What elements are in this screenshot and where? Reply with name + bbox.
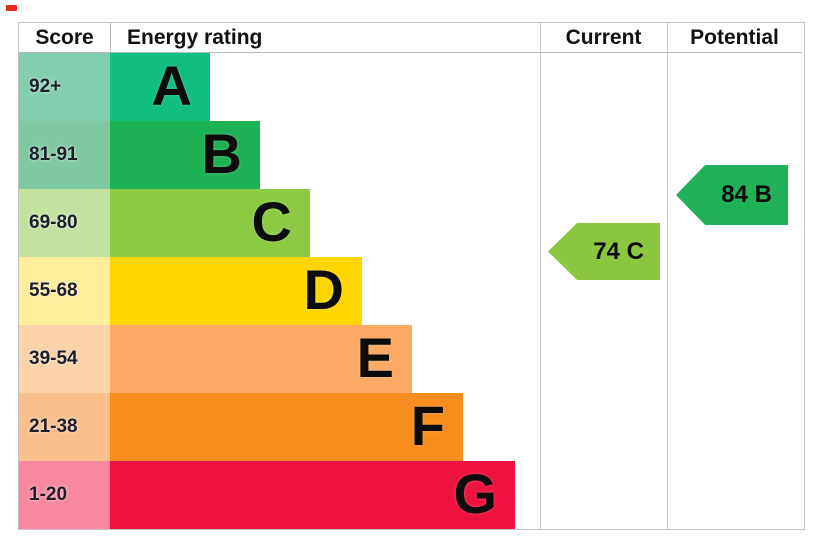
band-row-c: 69-80 C	[19, 189, 802, 257]
band-row-b: 81-91 B	[19, 121, 802, 189]
score-range-b: 81-91	[19, 121, 110, 189]
band-row-a: 92+ A	[19, 53, 802, 121]
band-bar-e: E	[110, 325, 412, 393]
score-range-a: 92+	[19, 53, 110, 121]
table-header: Score Energy rating Current Potential	[19, 23, 802, 53]
band-letter-b: B	[201, 122, 242, 185]
score-range-d: 55-68	[19, 257, 110, 325]
band-bar-b: B	[110, 121, 260, 189]
current-rating-label: 74 C	[593, 237, 644, 265]
score-energy-divider	[110, 23, 111, 52]
red-artifact-mark	[6, 5, 17, 11]
band-letter-c: C	[251, 190, 292, 253]
score-range-c: 69-80	[19, 189, 110, 257]
band-bar-a: A	[110, 53, 210, 121]
table-body: 92+ A 81-91 B 69-80 C 55-68 D 39-54	[19, 23, 802, 529]
band-row-d: 55-68 D	[19, 257, 802, 325]
band-bar-c: C	[110, 189, 310, 257]
current-column-header: Current	[565, 26, 642, 49]
energy-rating-column-header: Energy rating	[127, 26, 263, 49]
band-row-e: 39-54 E	[19, 325, 802, 393]
band-letter-e: E	[356, 326, 394, 389]
band-letter-g: G	[453, 462, 497, 525]
band-letter-a: A	[151, 54, 192, 117]
band-letter-d: D	[303, 258, 344, 321]
band-bar-g: G	[110, 461, 515, 529]
band-row-f: 21-38 F	[19, 393, 802, 461]
score-column-header: Score	[35, 26, 94, 49]
potential-rating-label: 84 B	[721, 181, 772, 208]
band-bar-d: D	[110, 257, 362, 325]
band-bar-f: F	[110, 393, 463, 461]
band-row-g: 1-20 G	[19, 461, 802, 529]
band-letter-f: F	[410, 394, 445, 457]
score-range-g: 1-20	[19, 461, 110, 529]
potential-column-divider	[667, 23, 668, 529]
score-range-f: 21-38	[19, 393, 110, 461]
current-column-divider	[540, 23, 541, 529]
epc-rating-table: Score Energy rating Current Potential 92…	[18, 22, 805, 530]
score-range-e: 39-54	[19, 325, 110, 393]
potential-column-header: Potential	[690, 26, 779, 49]
